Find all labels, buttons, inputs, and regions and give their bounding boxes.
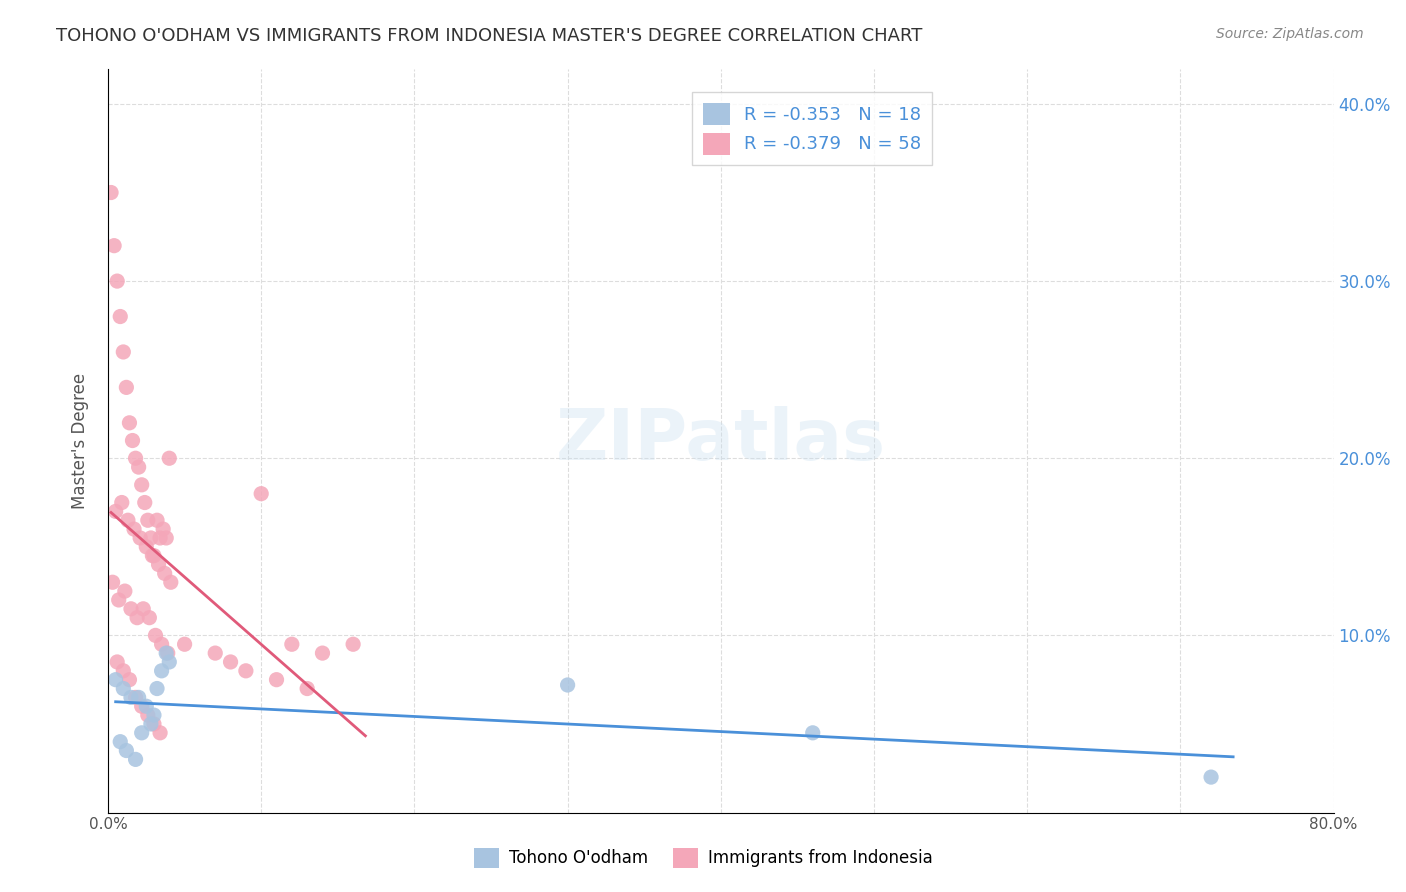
Point xyxy=(112,681,135,696)
Point xyxy=(138,610,160,624)
Point xyxy=(295,681,318,696)
Point xyxy=(150,664,173,678)
Point xyxy=(159,575,181,590)
Point xyxy=(110,734,132,748)
Point xyxy=(155,646,177,660)
Point xyxy=(135,699,157,714)
Point xyxy=(157,451,180,466)
Point xyxy=(120,690,142,705)
Point xyxy=(124,690,146,705)
Point xyxy=(107,593,129,607)
Point xyxy=(120,602,142,616)
Point xyxy=(105,655,128,669)
Point xyxy=(204,646,226,660)
Point xyxy=(139,531,162,545)
Point xyxy=(136,708,159,723)
Point xyxy=(115,743,138,757)
Point xyxy=(111,495,134,509)
Point xyxy=(149,726,172,740)
Text: Source: ZipAtlas.com: Source: ZipAtlas.com xyxy=(1216,27,1364,41)
Point xyxy=(100,186,122,200)
Point xyxy=(145,628,167,642)
Point xyxy=(105,274,128,288)
Point xyxy=(142,549,165,563)
Point xyxy=(124,451,146,466)
Point xyxy=(142,708,165,723)
Text: ZIPatlas: ZIPatlas xyxy=(555,406,886,475)
Point xyxy=(235,664,257,678)
Point xyxy=(149,531,172,545)
Point xyxy=(801,726,824,740)
Point xyxy=(266,673,288,687)
Point xyxy=(103,238,125,252)
Point xyxy=(311,646,333,660)
Point xyxy=(112,345,135,359)
Point xyxy=(118,416,141,430)
Point xyxy=(1199,770,1222,784)
Point xyxy=(155,531,177,545)
Point xyxy=(134,495,156,509)
Point xyxy=(157,655,180,669)
Point xyxy=(135,540,157,554)
Point xyxy=(114,584,136,599)
Point xyxy=(131,699,153,714)
Point xyxy=(127,610,149,624)
Point xyxy=(153,566,176,581)
Point xyxy=(124,752,146,766)
Point xyxy=(146,681,169,696)
Point xyxy=(104,673,127,687)
Point xyxy=(115,380,138,394)
Point xyxy=(141,549,163,563)
Point xyxy=(142,717,165,731)
Point xyxy=(146,513,169,527)
Point xyxy=(131,726,153,740)
Point xyxy=(112,664,135,678)
Point xyxy=(128,460,150,475)
Point xyxy=(173,637,195,651)
Point xyxy=(342,637,364,651)
Point xyxy=(129,531,152,545)
Legend: R = -0.353   N = 18, R = -0.379   N = 58: R = -0.353 N = 18, R = -0.379 N = 58 xyxy=(692,93,932,165)
Point xyxy=(557,678,579,692)
Point xyxy=(148,558,170,572)
Y-axis label: Master's Degree: Master's Degree xyxy=(72,373,89,508)
Point xyxy=(117,513,139,527)
Point xyxy=(150,637,173,651)
Point xyxy=(156,646,179,660)
Point xyxy=(139,717,162,731)
Point xyxy=(132,602,155,616)
Point xyxy=(136,513,159,527)
Point xyxy=(152,522,174,536)
Point xyxy=(101,575,124,590)
Point xyxy=(219,655,242,669)
Point xyxy=(131,478,153,492)
Point xyxy=(110,310,132,324)
Point xyxy=(118,673,141,687)
Point xyxy=(104,504,127,518)
Point xyxy=(121,434,143,448)
Legend: Tohono O'odham, Immigrants from Indonesia: Tohono O'odham, Immigrants from Indonesi… xyxy=(467,841,939,875)
Point xyxy=(128,690,150,705)
Point xyxy=(250,486,273,500)
Point xyxy=(281,637,304,651)
Text: TOHONO O'ODHAM VS IMMIGRANTS FROM INDONESIA MASTER'S DEGREE CORRELATION CHART: TOHONO O'ODHAM VS IMMIGRANTS FROM INDONE… xyxy=(56,27,922,45)
Point xyxy=(122,522,145,536)
